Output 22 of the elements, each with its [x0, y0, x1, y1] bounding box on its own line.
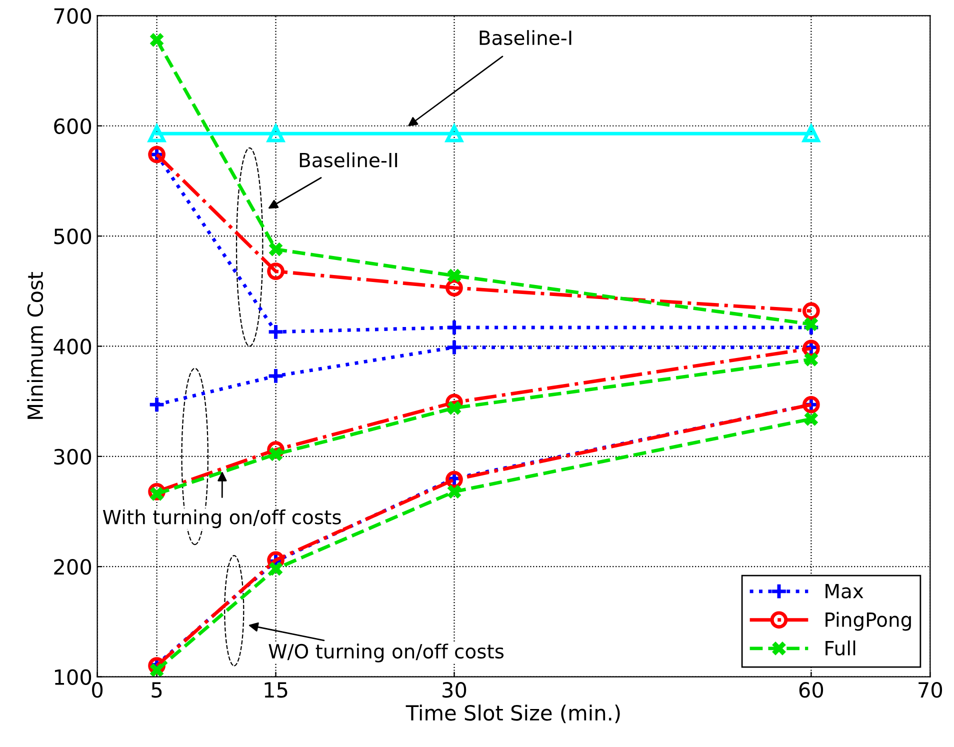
x-tick-label: 15 — [264, 682, 288, 698]
x-tick-label: 5 — [152, 682, 162, 698]
x-axis-title: Time Slot Size (min.) — [406, 704, 620, 724]
legend-label: Max — [826, 584, 864, 598]
y-tick-label: 400 — [54, 338, 92, 354]
annotation: W/O turning on/off costs — [268, 644, 504, 662]
annotation: With turning on/off costs — [102, 509, 341, 528]
y-tick-label: 700 — [54, 8, 92, 24]
annotation: Baseline-II — [300, 152, 398, 168]
legend-label: PingPong — [826, 612, 911, 631]
y-axis-title: Minimum Cost — [26, 272, 44, 419]
y-tick-label: 300 — [54, 448, 92, 465]
y-tick-label: 200 — [54, 559, 92, 575]
x-tick-label: 70 — [918, 682, 942, 698]
x-tick-label: 30 — [442, 682, 466, 698]
y-tick-label: 600 — [54, 118, 92, 134]
legend-label: Full — [826, 640, 856, 656]
y-tick-label: 100 — [54, 669, 92, 685]
x-tick-label: 0 — [92, 682, 103, 698]
y-tick-label: 500 — [54, 228, 92, 244]
annotation: Baseline-I — [480, 30, 572, 46]
x-tick-label: 60 — [799, 682, 824, 698]
